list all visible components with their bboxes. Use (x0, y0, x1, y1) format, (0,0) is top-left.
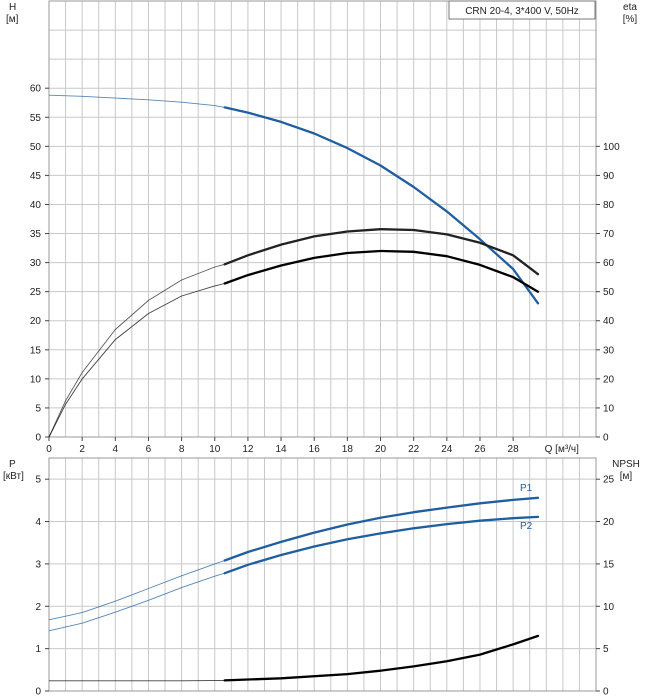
upper-panel: 0510152025303540455055600102030405060708… (6, 0, 638, 455)
series-line-thick (223, 496, 540, 562)
y-right-tick-label: 90 (603, 171, 615, 182)
series-line-thick (223, 106, 540, 305)
y-left-axis-unit: [м] (6, 14, 19, 25)
y-right-axis-unit: [м] (620, 471, 633, 482)
y-left-tick-label: 1 (35, 644, 41, 655)
y-left-tick-label: 4 (35, 517, 41, 528)
y-right-tick-label: 60 (603, 258, 615, 269)
series-label: P2 (520, 521, 533, 532)
x-tick-label: 20 (375, 444, 387, 455)
x-tick-label: 24 (441, 444, 453, 455)
x-tick-label: 22 (408, 444, 420, 455)
y-right-tick-label: 10 (603, 403, 615, 414)
y-left-tick-label: 20 (30, 316, 42, 327)
y-right-tick-label: 30 (603, 345, 615, 356)
series-line-thin (48, 572, 225, 632)
y-right-tick-label: 50 (603, 287, 615, 298)
y-right-tick-label: 0 (603, 433, 609, 444)
y-right-tick-label: 70 (603, 229, 615, 240)
y-right-axis-title: NPSH (612, 459, 640, 470)
lower-panel: 0 1 2 3 4 5 0 5 10 15 20 25 P1 P2 P[кВт] NPSH[м] (3, 457, 640, 698)
y-right-tick-label: 20 (603, 374, 615, 385)
x-tick-label: 12 (242, 444, 254, 455)
y-left-tick-label: 15 (30, 345, 42, 356)
x-tick-label: 6 (146, 444, 152, 455)
x-axis-label: Q [м³/ч] (545, 444, 580, 455)
x-tick-label: 8 (179, 444, 185, 455)
y-left-tick-label: 30 (30, 258, 42, 269)
series-line-thin (48, 263, 225, 438)
y-right-tick-label: 80 (603, 200, 615, 211)
x-tick-label: 16 (309, 444, 321, 455)
plot-frame (48, 457, 597, 692)
y-left-axis-title: P (9, 459, 16, 470)
y-right-axis-title: eta (623, 2, 637, 13)
x-tick-label: 2 (79, 444, 85, 455)
y-left-tick-label: 55 (30, 113, 42, 124)
y-left-tick-label: 40 (30, 200, 42, 211)
y-right-tick-label: 0 (603, 687, 609, 698)
y-left-axis-title: H (9, 2, 16, 13)
y-left-tick-label: 60 (30, 84, 42, 95)
y-left-tick-label: 0 (35, 433, 41, 444)
x-tick-label: 28 (508, 444, 520, 455)
y-left-tick-label: 2 (35, 602, 41, 613)
series-line-thin (48, 283, 225, 438)
series-line-thick (223, 228, 540, 276)
x-tick-label: 10 (209, 444, 221, 455)
y-left-axis-unit: [кВт] (3, 471, 24, 482)
y-right-tick-label: 25 (603, 475, 615, 486)
series-line-thick (223, 634, 540, 682)
y-left-tick-label: 25 (30, 287, 42, 298)
y-left-tick-label: 0 (35, 687, 41, 698)
series-line-thin (48, 560, 225, 621)
y-right-tick-label: 10 (603, 602, 615, 613)
series-line-thick (223, 249, 540, 293)
x-tick-label: 18 (342, 444, 354, 455)
plot-frame (48, 0, 597, 438)
x-tick-label: 0 (46, 444, 52, 455)
series-line-thin (48, 94, 225, 108)
x-tick-label: 26 (474, 444, 486, 455)
y-right-tick-label: 15 (603, 559, 615, 570)
y-left-tick-label: 45 (30, 171, 42, 182)
y-right-tick-label: 40 (603, 316, 615, 327)
y-right-axis-unit: [%] (623, 14, 638, 25)
y-left-tick-label: 5 (35, 475, 41, 486)
y-left-tick-label: 50 (30, 142, 42, 153)
y-left-tick-label: 10 (30, 374, 42, 385)
y-right-tick-label: 20 (603, 517, 615, 528)
y-left-tick-label: 35 (30, 229, 42, 240)
series-line-thick (223, 515, 540, 575)
x-tick-label: 4 (113, 444, 119, 455)
y-right-tick-label: 5 (603, 644, 609, 655)
series-label: P1 (520, 483, 533, 494)
y-left-tick-label: 5 (35, 403, 41, 414)
legend-box (448, 0, 596, 20)
legend-text: CRN 20-4, 3*400 V, 50Hz (465, 6, 579, 17)
y-left-tick-label: 3 (35, 559, 41, 570)
x-tick-label: 14 (275, 444, 287, 455)
y-right-tick-label: 100 (603, 142, 620, 153)
